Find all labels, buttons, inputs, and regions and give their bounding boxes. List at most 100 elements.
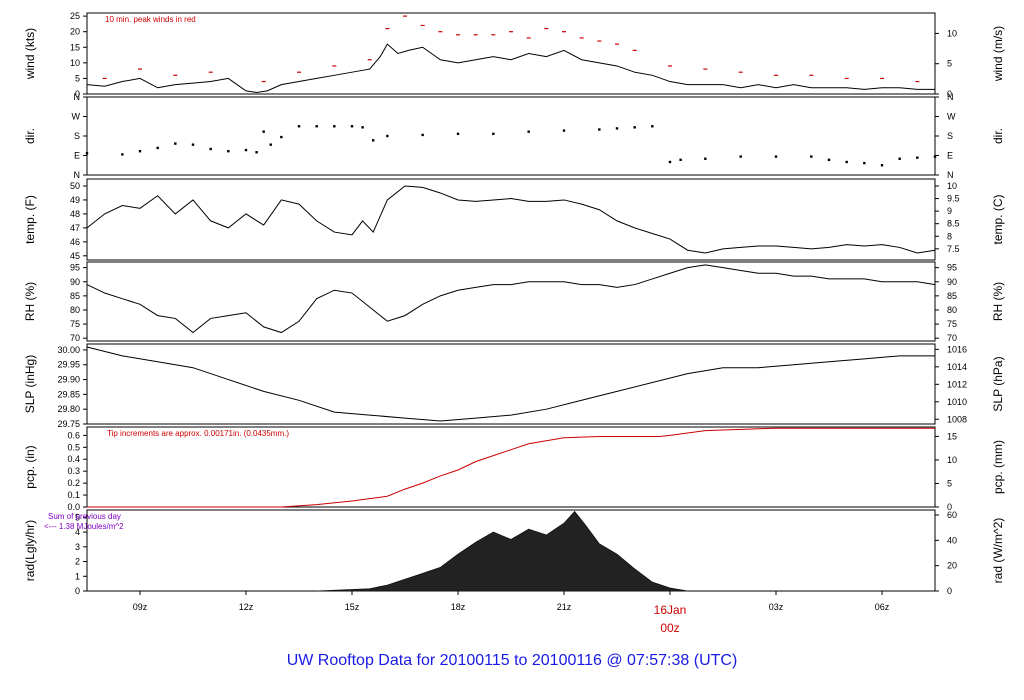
wind-ylabel: wind (kts) bbox=[23, 28, 37, 80]
x-tick-label: 09z bbox=[133, 602, 148, 612]
pcp-ytick-right-label: 10 bbox=[947, 455, 957, 465]
sum-note-line1: Sum of previous day bbox=[48, 512, 121, 521]
pcp-ytick-label: 0.5 bbox=[67, 442, 80, 452]
rh-panel-frame bbox=[86, 261, 936, 342]
dir-point bbox=[244, 148, 248, 152]
rh-ylabel-right: RH (%) bbox=[991, 282, 1005, 321]
dir-point bbox=[372, 139, 375, 142]
slp-ytick-label: 29.85 bbox=[57, 389, 80, 399]
dir-point bbox=[916, 156, 919, 159]
dir-point bbox=[810, 155, 813, 158]
x-tick-label: 03z bbox=[769, 602, 784, 612]
pcp-series-line bbox=[87, 427, 935, 508]
dir-point bbox=[527, 130, 530, 133]
slp-ylabel-right: SLP (hPa) bbox=[991, 356, 1005, 411]
rh-ytick-right-label: 85 bbox=[947, 291, 957, 301]
sum-note-line2: <--- 1.38 MJoules/m^2 bbox=[44, 522, 124, 531]
dir-point bbox=[156, 146, 159, 150]
dir-point bbox=[350, 125, 354, 128]
dir-point bbox=[492, 132, 495, 136]
dir-point bbox=[262, 130, 265, 133]
x-tick-label: 15z bbox=[345, 602, 360, 612]
dir-ytick-label: W bbox=[72, 112, 81, 122]
dir-ytick-label: N bbox=[74, 170, 81, 180]
chart-caption: UW Rooftop Data for 20100115 to 20100116… bbox=[286, 652, 738, 669]
temp-ytick-label: 45 bbox=[70, 251, 80, 261]
rh-ytick-right-label: 80 bbox=[947, 305, 957, 315]
wind-ytick-label: 0 bbox=[75, 89, 80, 99]
wind-ytick-label: 15 bbox=[70, 42, 80, 52]
wind-series-line bbox=[86, 43, 935, 93]
day-marker-date: 16Jan bbox=[654, 603, 687, 617]
temp-ytick-label: 49 bbox=[70, 195, 80, 205]
wind-ytick-label: 20 bbox=[70, 27, 80, 37]
slp-ytick-label: 29.75 bbox=[57, 419, 80, 429]
temp-ytick-right-label: 9 bbox=[947, 206, 952, 216]
peak-winds-note: 10 min. peak winds in red bbox=[105, 15, 196, 24]
dir-ytick-right-label: N bbox=[947, 170, 954, 180]
dir-point bbox=[227, 149, 230, 153]
slp-ytick-right-label: 1008 bbox=[947, 414, 967, 424]
dir-point bbox=[121, 153, 124, 156]
rad-ytick-right-label: 60 bbox=[947, 510, 957, 520]
dir-point bbox=[845, 160, 848, 164]
dir-ytick-label: N bbox=[74, 92, 81, 102]
temp-panel-frame bbox=[86, 178, 936, 261]
dir-point bbox=[421, 133, 424, 137]
dir-point bbox=[297, 125, 301, 128]
pcp-ytick-label: 0.0 bbox=[67, 502, 80, 512]
slp-series-line bbox=[86, 346, 935, 422]
rad-ytick-label: 1 bbox=[75, 571, 80, 581]
slp-ylabel: SLP (inHg) bbox=[23, 355, 37, 413]
dir-point bbox=[679, 158, 682, 162]
x-tick-label: 06z bbox=[875, 602, 890, 612]
slp-ytick-right-label: 1012 bbox=[947, 379, 967, 389]
wind-panel-frame bbox=[86, 12, 936, 95]
temp-ytick-right-label: 7.5 bbox=[947, 244, 960, 254]
dir-point bbox=[598, 128, 601, 131]
tip-increments-note: Tip increments are approx. 0.00171in. (0… bbox=[107, 429, 289, 438]
wind-ytick-right-label: 5 bbox=[947, 59, 952, 69]
x-tick-label: 18z bbox=[451, 602, 466, 612]
dir-point bbox=[85, 152, 89, 155]
pcp-ytick-right-label: 5 bbox=[947, 478, 952, 488]
rad-ylabel: rad(Lgly/hr) bbox=[23, 520, 37, 581]
temp-ytick-right-label: 8.5 bbox=[947, 219, 960, 229]
slp-panel-frame bbox=[86, 343, 936, 425]
dir-point bbox=[774, 155, 778, 158]
temp-ylabel: temp. (F) bbox=[23, 195, 37, 244]
dir-point bbox=[562, 129, 566, 132]
dir-point bbox=[933, 155, 937, 158]
dir-point bbox=[651, 125, 654, 128]
pcp-ytick-label: 0.2 bbox=[67, 478, 80, 488]
dir-point bbox=[827, 158, 831, 162]
rh-ytick-right-label: 75 bbox=[947, 319, 957, 329]
rh-ytick-right-label: 90 bbox=[947, 277, 957, 287]
temp-ytick-right-label: 9.5 bbox=[947, 194, 960, 204]
rh-ytick-right-label: 70 bbox=[947, 333, 957, 343]
temp-ytick-label: 46 bbox=[70, 237, 80, 247]
rh-ytick-label: 95 bbox=[70, 263, 80, 273]
rad-ytick-label: 3 bbox=[75, 542, 80, 552]
slp-ytick-right-label: 1014 bbox=[947, 362, 967, 372]
day-marker-time: 00z bbox=[660, 621, 679, 635]
pcp-ytick-label: 0.6 bbox=[67, 430, 80, 440]
slp-ytick-right-label: 1016 bbox=[947, 344, 967, 354]
dir-point bbox=[863, 161, 866, 165]
wind-ytick-label: 5 bbox=[75, 73, 80, 83]
rh-series-line bbox=[86, 264, 936, 334]
rad-area bbox=[316, 510, 688, 592]
dir-point bbox=[456, 132, 460, 136]
rad-ylabel-right: rad (W/m^2) bbox=[991, 518, 1005, 584]
rh-ytick-label: 75 bbox=[70, 319, 80, 329]
dir-point bbox=[174, 142, 177, 145]
dir-point bbox=[269, 143, 272, 146]
rh-ylabel: RH (%) bbox=[23, 282, 37, 321]
dir-point bbox=[739, 155, 742, 158]
rh-ytick-label: 85 bbox=[70, 291, 80, 301]
dir-panel-frame bbox=[86, 96, 936, 176]
rad-ytick-right-label: 40 bbox=[947, 535, 957, 545]
rad-ytick-label: 5 bbox=[75, 512, 80, 522]
wind-ytick-label: 25 bbox=[70, 11, 80, 21]
dir-ylabel: dir. bbox=[23, 128, 37, 144]
